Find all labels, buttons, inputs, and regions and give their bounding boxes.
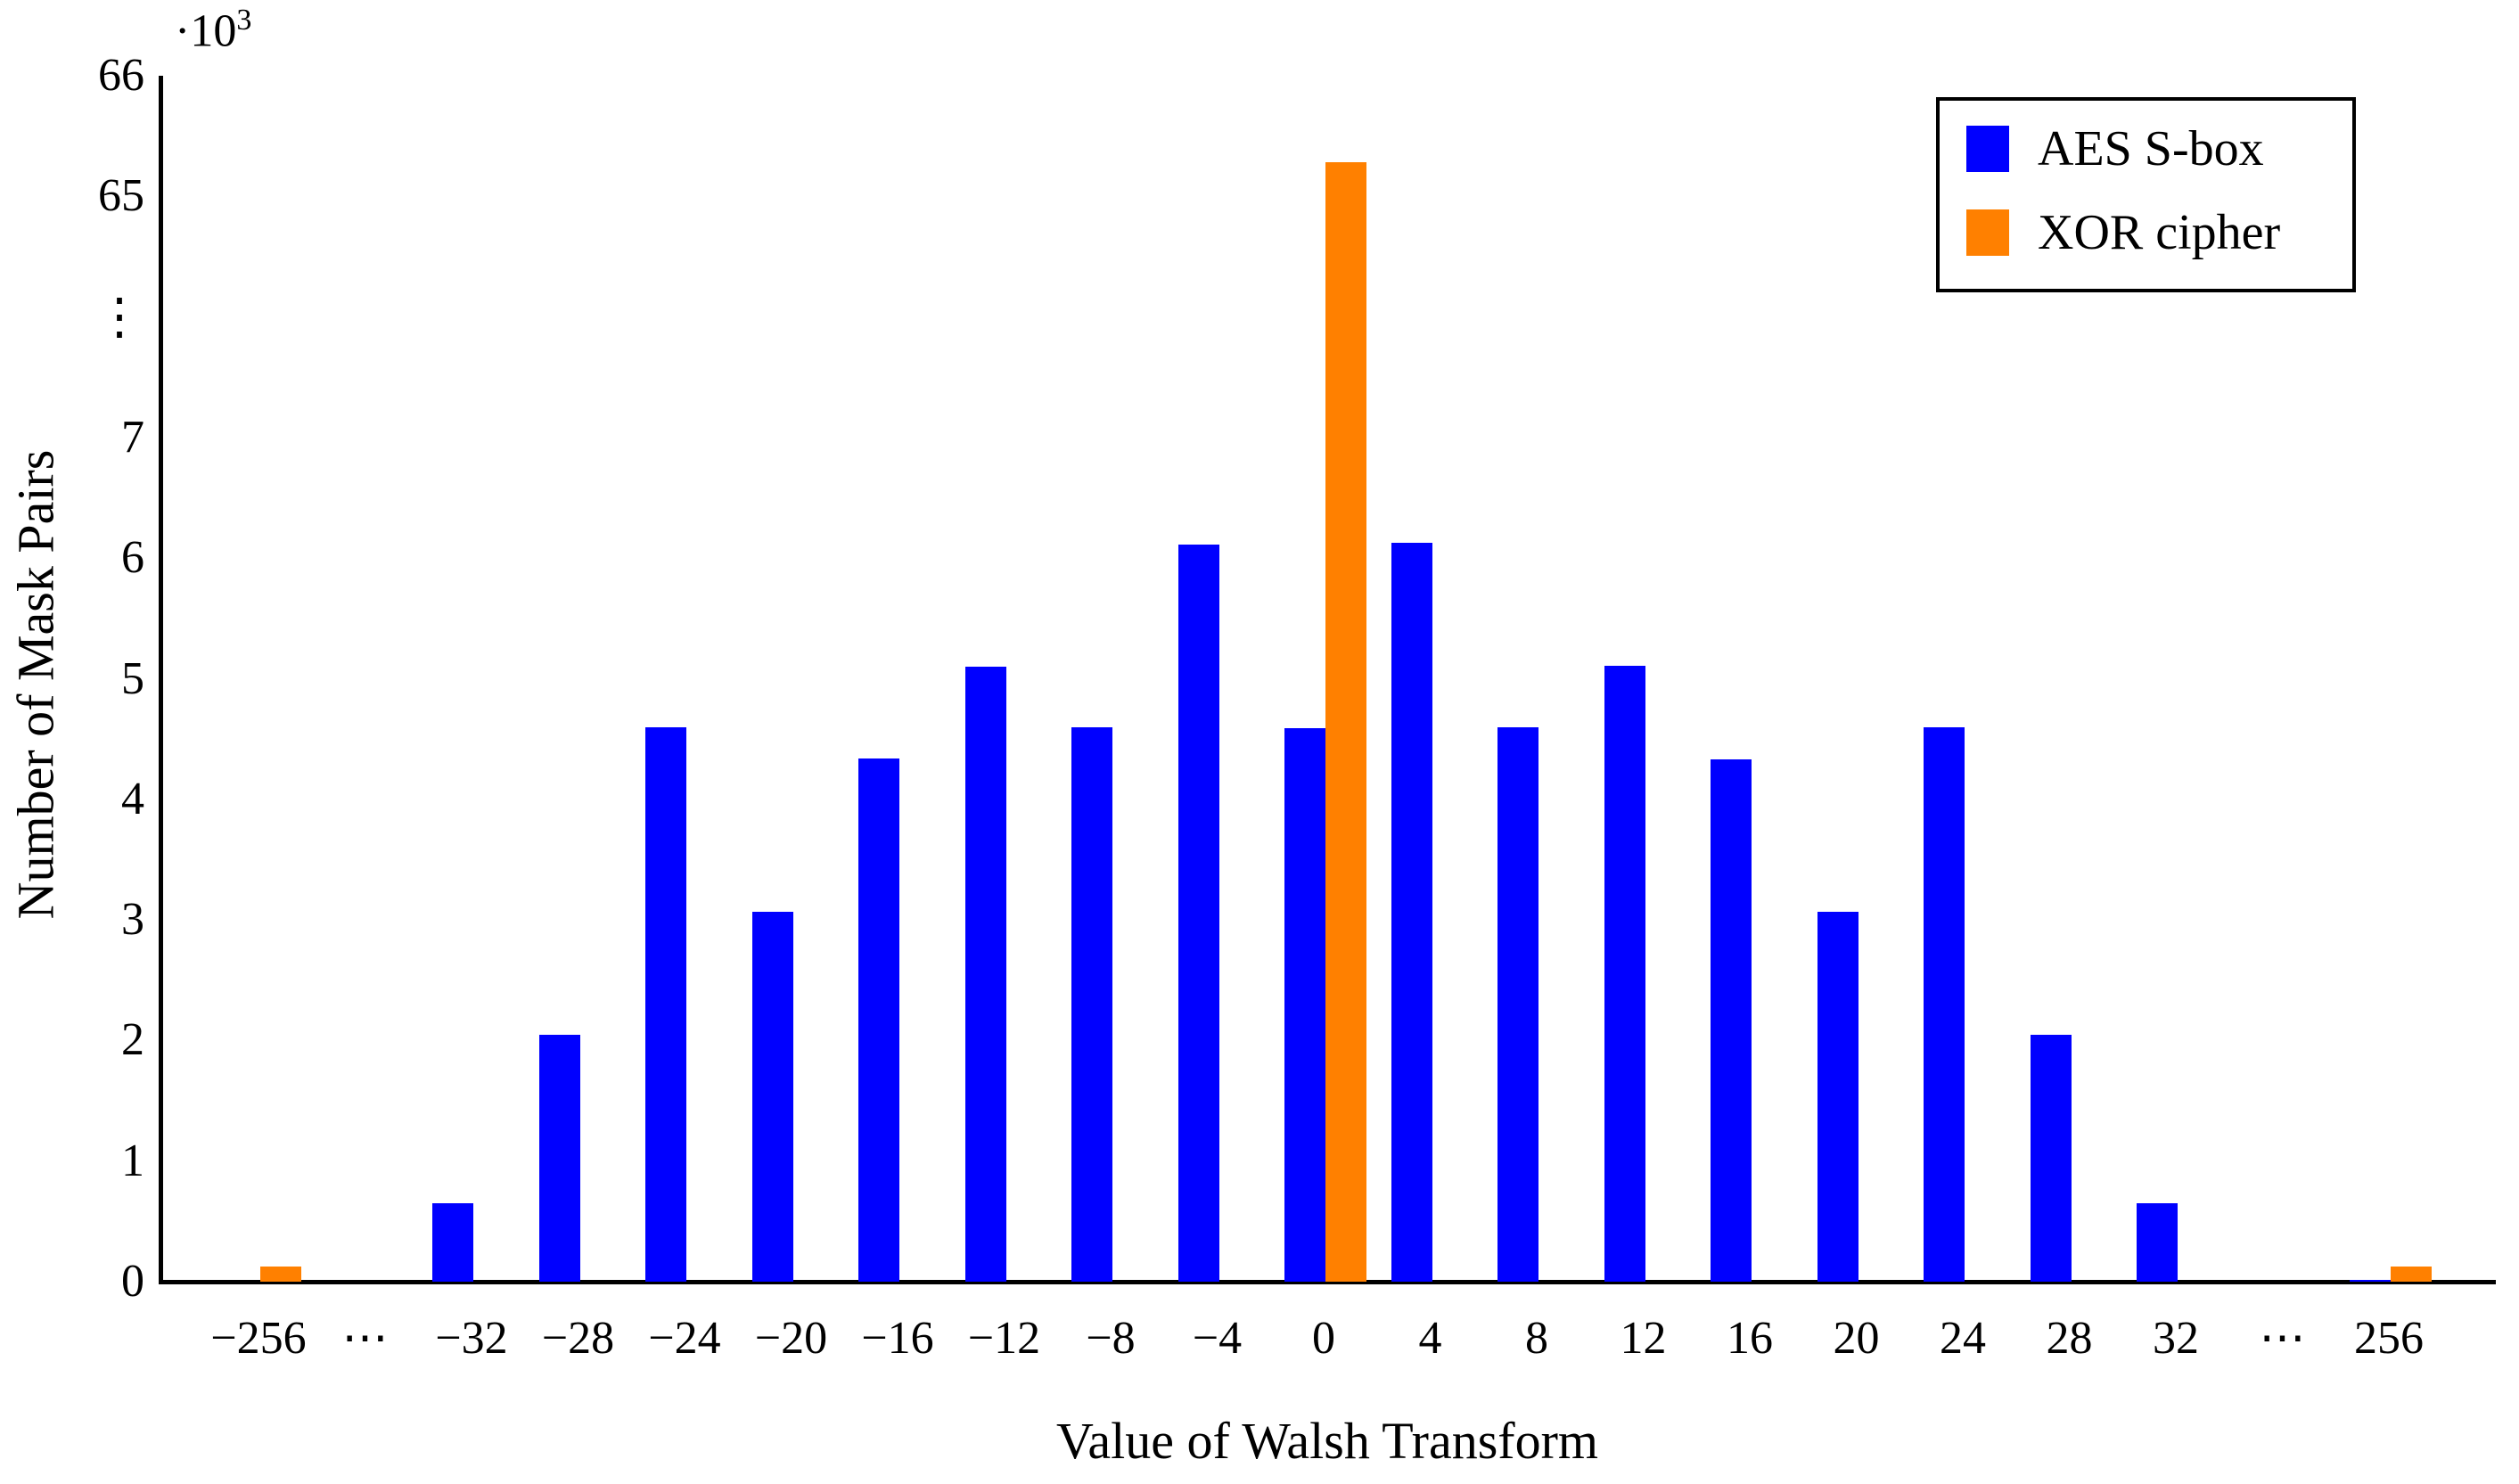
bar-aes-−16 xyxy=(858,758,899,1282)
y-tick-label-5: 5 xyxy=(121,652,144,704)
bar-aes-−24 xyxy=(645,726,686,1282)
legend-item-xor-cipher: XOR cipher xyxy=(1966,206,2280,259)
y-tick-label-3: 3 xyxy=(121,894,144,946)
legend-label-aes-sbox: AES S-box xyxy=(2038,121,2264,176)
bar-aes-8 xyxy=(1497,726,1538,1282)
bar-aes-12 xyxy=(1604,665,1645,1282)
x-tick-label-−32: −32 xyxy=(435,1313,508,1364)
x-tick-label-−20: −20 xyxy=(754,1313,828,1364)
bar-aes-4 xyxy=(1391,542,1432,1282)
x-tick-label-20: 20 xyxy=(1833,1313,1880,1364)
x-axis-line xyxy=(159,1280,2496,1284)
bar-aes-−28 xyxy=(538,1034,580,1282)
bar-aes-0 xyxy=(1284,727,1325,1282)
bar-aes-32 xyxy=(2137,1203,2178,1282)
legend: AES S-box XOR cipher xyxy=(1936,97,2356,292)
x-tick-label-256: 256 xyxy=(2354,1313,2424,1364)
bar-xor-256 xyxy=(2391,1266,2432,1282)
bar-aes-−32 xyxy=(432,1203,473,1282)
x-tick-label-−28: −28 xyxy=(541,1313,615,1364)
x-tick-label-32: 32 xyxy=(2153,1313,2199,1364)
x-tick-label-−4: −4 xyxy=(1192,1313,1243,1364)
y-tick-label-1: 1 xyxy=(121,1135,144,1186)
x-tick-label-28: 28 xyxy=(2046,1313,2093,1364)
x-tick-label-4: 4 xyxy=(1418,1313,1442,1364)
bar-aes-−12 xyxy=(964,666,1006,1282)
x-tick-label-24: 24 xyxy=(1940,1313,1986,1364)
bar-aes-24 xyxy=(1924,726,1965,1282)
bar-aes-−4 xyxy=(1177,545,1219,1282)
x-tick-label-16: 16 xyxy=(1727,1313,1773,1364)
y-tick-label-2: 2 xyxy=(121,1014,144,1066)
x-tick-label-12: 12 xyxy=(1620,1313,1667,1364)
bar-xor-−256 xyxy=(260,1266,301,1282)
y-tick-label-7: 7 xyxy=(121,411,144,463)
bar-aes-20 xyxy=(1817,911,1858,1282)
legend-label-xor-cipher: XOR cipher xyxy=(2038,205,2281,260)
y-axis-line xyxy=(159,76,163,1284)
bar-xor-0 xyxy=(1325,162,1366,1282)
x-tick-label-−16: −16 xyxy=(861,1313,934,1364)
bar-aes-−20 xyxy=(751,911,793,1282)
x-tick-label-−8: −8 xyxy=(1086,1313,1136,1364)
x-tick-label-⋯: ⋯ xyxy=(2259,1313,2306,1364)
bar-aes-28 xyxy=(2030,1034,2072,1282)
x-tick-label-−12: −12 xyxy=(967,1313,1041,1364)
legend-swatch-xor-cipher xyxy=(1966,209,2009,256)
y-tick-label-0: 0 xyxy=(121,1256,144,1307)
x-axis-title: Value of Walsh Transform xyxy=(1055,1412,1599,1470)
x-tick-label-0: 0 xyxy=(1312,1313,1335,1364)
x-tick-label-8: 8 xyxy=(1525,1313,1548,1364)
legend-item-aes-sbox: AES S-box xyxy=(1966,122,2264,176)
y-tick-label-⋮: ⋮ xyxy=(94,289,144,345)
x-tick-label-−24: −24 xyxy=(648,1313,721,1364)
y-tick-label-65: 65 xyxy=(98,170,144,222)
y-tick-label-66: 66 xyxy=(98,50,144,101)
bar-aes-−8 xyxy=(1071,726,1112,1282)
x-tick-label-⋯: ⋯ xyxy=(341,1313,389,1364)
y-axis-exponent: ·103 xyxy=(175,4,252,57)
legend-swatch-aes-sbox xyxy=(1966,126,2009,172)
bar-aes-16 xyxy=(1711,759,1752,1282)
bar-aes-256 xyxy=(2350,1280,2391,1282)
y-tick-label-6: 6 xyxy=(121,532,144,584)
y-tick-label-4: 4 xyxy=(121,773,144,824)
x-tick-label-−256: −256 xyxy=(210,1313,307,1364)
